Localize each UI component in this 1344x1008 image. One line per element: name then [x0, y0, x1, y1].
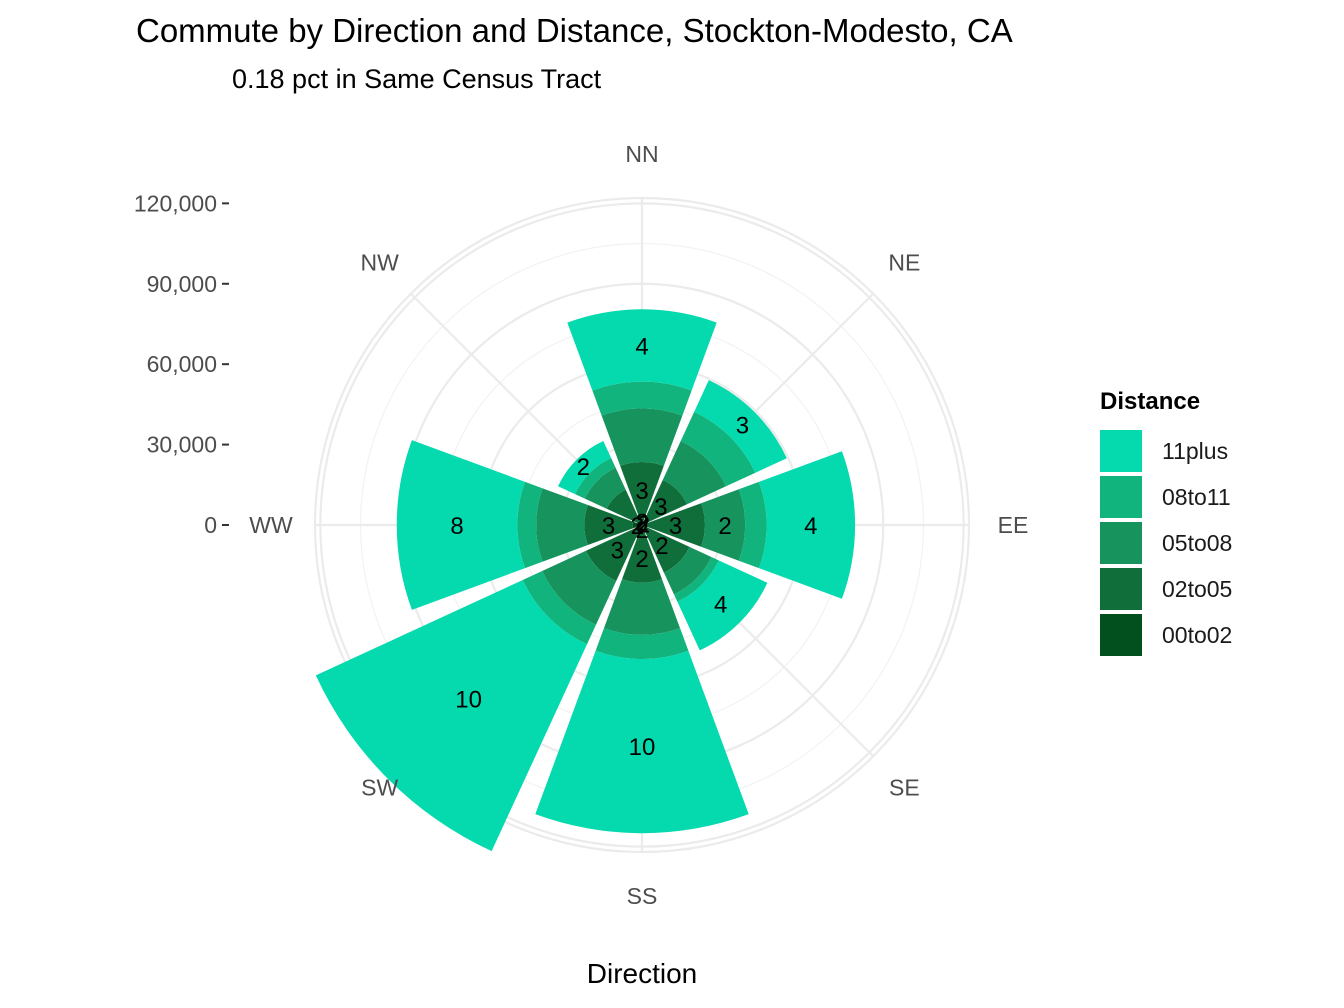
- segment-label: 2: [631, 513, 644, 540]
- bar-segment-11plus-NW: [558, 441, 612, 495]
- category-label-SS: SS: [627, 883, 658, 909]
- legend-swatch: [1100, 614, 1142, 656]
- bar-segment-05to08-SW: [542, 550, 617, 625]
- bar-segment-11plus-WW: [396, 440, 526, 610]
- segment-label: 10: [455, 686, 482, 713]
- category-label-NW: NW: [360, 250, 399, 276]
- segment-label: 4: [804, 513, 817, 540]
- segment-label: 2: [577, 454, 590, 481]
- bar-segment-11plus-NE: [694, 380, 787, 473]
- segment-label: 3: [736, 413, 749, 440]
- segment-label: 4: [635, 333, 648, 360]
- bar-segment-00to02-EE: [642, 523, 647, 527]
- chart-subtitle: 0.18 pct in Same Census Tract: [232, 64, 602, 94]
- category-label-SE: SE: [889, 774, 920, 800]
- bar-segment-11plus-NN: [567, 309, 717, 391]
- bar-segment-02to05-NE: [643, 479, 688, 524]
- bar-segment-05to08-NW: [584, 467, 626, 509]
- y-tick-label: 120,000: [134, 190, 217, 216]
- chart-title: Commute by Direction and Distance, Stock…: [136, 12, 1013, 49]
- bar-segment-00to02-NW: [638, 521, 642, 525]
- legend-swatch: [1100, 522, 1142, 564]
- bar-segment-00to02-SE: [642, 525, 646, 529]
- bar-segment-08to11-SS: [595, 628, 689, 660]
- legend-item-02to05: 02to05: [1100, 566, 1232, 612]
- bar-segment-08to11-EE: [738, 481, 767, 569]
- legend-label: 02to05: [1162, 575, 1233, 602]
- segment-label: 2: [635, 510, 648, 537]
- segment-label: 3: [611, 538, 624, 565]
- chart-axes: NN NE EE SE SS SW WW NW 0 30,000 60,000 90,000 120,0…: [134, 141, 1028, 909]
- legend: Distance 11plus 08to11 05to08 02to05 00to02: [1100, 388, 1232, 658]
- bar-segment-02to05-SS: [622, 532, 662, 583]
- segment-label: 2: [718, 513, 731, 540]
- bar-segment-11plus-EE: [758, 451, 856, 599]
- segment-label: 2: [655, 533, 668, 560]
- bar-segment-02to05-SW: [586, 528, 639, 581]
- bar-segment-00to02-SS: [639, 525, 645, 534]
- y-tick-label: 90,000: [147, 271, 217, 297]
- bar-segment-02to05-SE: [643, 526, 690, 573]
- segment-label: 2: [635, 546, 648, 573]
- bar-segment-08to11-SW: [522, 571, 596, 645]
- bar-segment-11plus-SW: [315, 579, 588, 852]
- y-tick-label: 0: [204, 512, 217, 538]
- segment-label: 2: [635, 517, 648, 544]
- bar-segment-08to11-SE: [673, 556, 719, 602]
- legend-swatch: [1100, 430, 1142, 472]
- bar-segment-00to02-WW: [632, 521, 642, 529]
- bar-segment-02to05-WW: [584, 505, 634, 545]
- bar-segment-00to02-SW: [634, 525, 642, 533]
- segment-label: 4: [714, 592, 727, 619]
- segment-label: 10: [629, 734, 656, 761]
- legend-item-00to02: 00to02: [1100, 612, 1232, 658]
- y-tick-label: 60,000: [147, 351, 217, 377]
- category-label-NN: NN: [625, 141, 658, 167]
- y-tick-label: 30,000: [147, 432, 217, 458]
- bar-segment-08to11-NE: [680, 411, 756, 487]
- bar-segment-02to05-NN: [620, 462, 664, 519]
- category-label-WW: WW: [249, 512, 293, 538]
- legend-label: 00to02: [1162, 621, 1233, 648]
- bar-segment-05to08-NE: [662, 441, 726, 505]
- legend-label: 11plus: [1162, 437, 1229, 464]
- legend-label: 05to08: [1162, 529, 1233, 556]
- bar-segment-05to08-NN: [601, 408, 683, 466]
- bar-segment-05to08-EE: [701, 489, 746, 561]
- segment-label: 3: [669, 513, 682, 540]
- bar-segment-02to05-NW: [606, 489, 641, 524]
- legend-item-11plus: 11plus: [1100, 428, 1232, 474]
- bar-segment-08to11-NN: [592, 381, 692, 416]
- legend-item-05to08: 05to08: [1100, 520, 1232, 566]
- bar-segment-02to05-EE: [645, 503, 705, 547]
- legend-swatch: [1100, 568, 1142, 610]
- category-label-SW: SW: [361, 774, 398, 800]
- segment-label: 3: [635, 478, 648, 505]
- bar-segment-11plus-SS: [535, 650, 749, 834]
- legend-label: 08to11: [1162, 483, 1231, 510]
- x-axis-label: Direction: [586, 958, 698, 989]
- segment-label: 3: [654, 494, 667, 521]
- bar-segment-00to02-NN: [639, 518, 645, 525]
- segment-label: 8: [450, 513, 463, 540]
- category-label-EE: EE: [998, 512, 1029, 538]
- legend-title: Distance: [1100, 388, 1201, 415]
- bar-segment-08to11-NW: [575, 458, 616, 499]
- category-label-NE: NE: [888, 250, 920, 276]
- bar-segment-05to08-SE: [663, 546, 712, 595]
- segment-label: 3: [602, 513, 615, 540]
- bar-segment-05to08-WW: [536, 488, 588, 562]
- segment-label: 2: [637, 512, 650, 539]
- legend-swatch: [1100, 476, 1142, 518]
- bar-segment-05to08-SS: [603, 579, 681, 635]
- legend-item-08to11: 08to11: [1100, 474, 1232, 520]
- bar-segment-00to02-NE: [642, 521, 646, 525]
- chart-bars: [315, 309, 856, 852]
- bar-segment-08to11-WW: [517, 481, 543, 569]
- bar-segment-11plus-SE: [677, 560, 768, 651]
